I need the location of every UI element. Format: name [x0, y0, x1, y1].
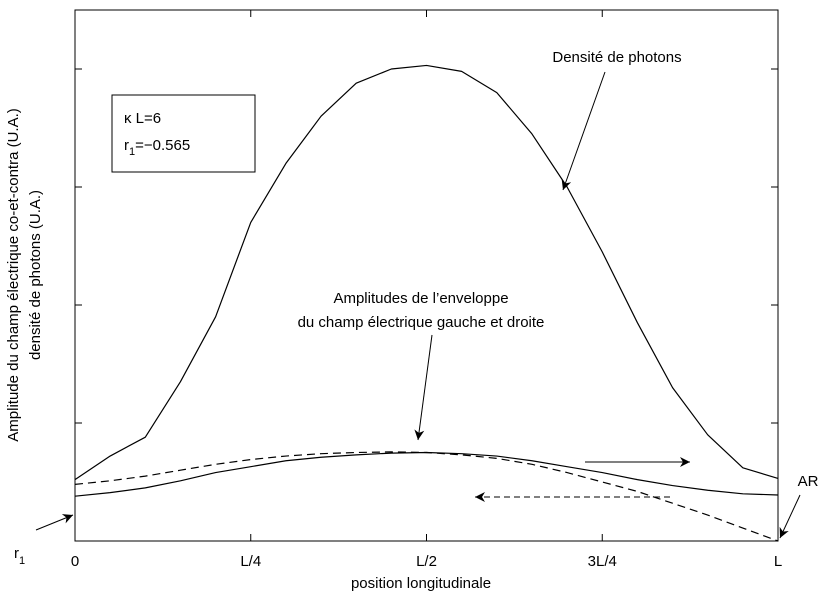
annotation: Densité de photons	[552, 49, 681, 66]
annotation: du champ électrique gauche et droite	[298, 314, 545, 331]
annotation: AR	[798, 473, 819, 490]
series-line	[74, 451, 779, 497]
x-tick-label: L/2	[416, 553, 437, 570]
param-text: =−0.565	[135, 137, 190, 154]
param-sub: 1	[129, 146, 135, 158]
series-line	[74, 64, 779, 481]
x-axis-label: position longitudinale	[351, 575, 491, 592]
param-box	[111, 94, 256, 173]
plot-frame	[74, 9, 779, 542]
param-text: κ L=6	[124, 110, 161, 127]
annotation: Amplitudes de l’enveloppe	[333, 290, 508, 307]
arrow	[561, 71, 606, 191]
arrow	[779, 494, 801, 539]
arrow	[414, 334, 433, 441]
x-tick-label: L/4	[240, 553, 261, 570]
y-axis-label: densité de photons (U.A.)	[27, 190, 44, 360]
y-axis-label: Amplitude du champ électrique co-et-cont…	[5, 108, 22, 441]
x-tick-label: 3L/4	[588, 553, 617, 570]
x-tick-label: 0	[71, 553, 79, 570]
annotation-sub: 1	[19, 555, 25, 567]
param-text: r	[124, 137, 129, 154]
annotation-text: r	[14, 545, 19, 562]
annotation: r1	[14, 545, 25, 567]
x-tick-label: L	[774, 553, 782, 570]
param-text: r1=−0.565	[124, 137, 190, 158]
series-line	[74, 451, 779, 542]
arrow	[35, 514, 74, 531]
